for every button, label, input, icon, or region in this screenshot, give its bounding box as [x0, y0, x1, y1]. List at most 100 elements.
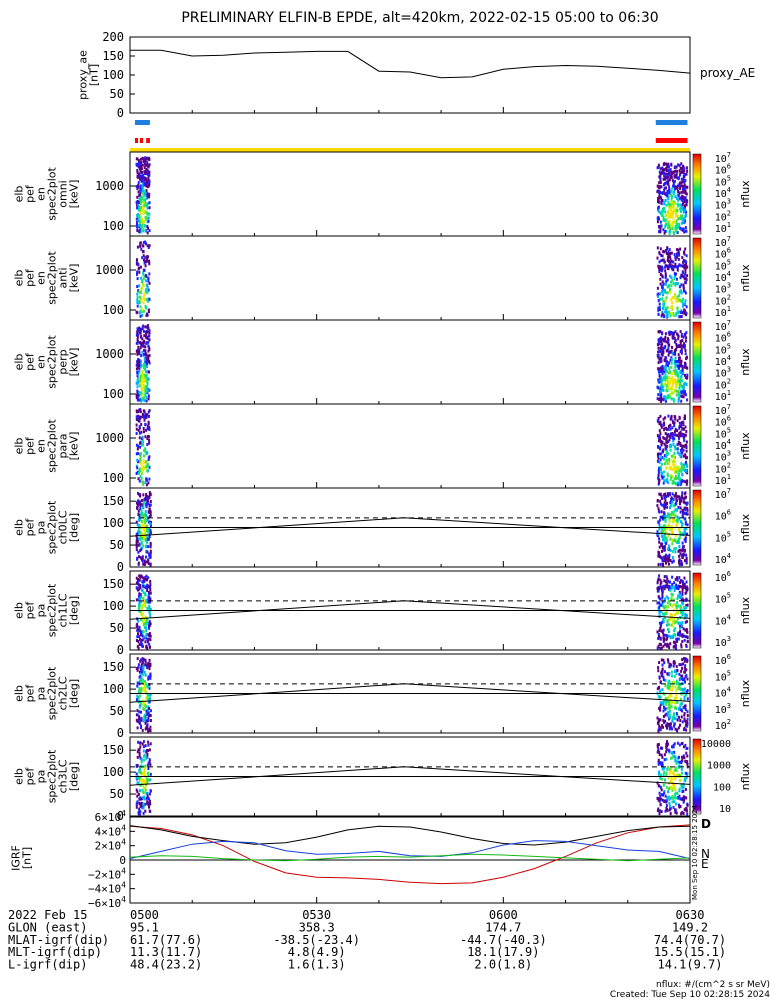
heatmap-cell — [137, 218, 140, 222]
heatmap-cell — [141, 632, 144, 636]
igrf-ytick-label: −2×104 — [88, 866, 126, 881]
pa-ytick-label: 150 — [102, 743, 124, 757]
heatmap-cell — [661, 549, 663, 553]
heatmap-cell — [657, 694, 660, 698]
spec-ytick-label: 1000 — [95, 347, 124, 361]
heatmap-cell — [673, 783, 676, 787]
heatmap-cell — [136, 311, 139, 315]
colorbar-label: nflux — [739, 348, 752, 376]
heatmap-cell — [662, 628, 665, 632]
heatmap-cell — [135, 381, 138, 385]
heatmap-cell — [679, 708, 682, 712]
heatmap-cell — [681, 786, 684, 790]
heatmap-cell — [657, 378, 660, 382]
heatmap-cell — [685, 254, 688, 258]
heatmap-cell — [670, 597, 673, 601]
colorbar-tick-label: 10 — [719, 804, 731, 815]
heatmap-cell — [680, 677, 683, 681]
heatmap-cell — [141, 313, 144, 317]
heatmap-cell — [676, 202, 679, 206]
heatmap-cell — [147, 767, 150, 770]
ephemeris-value: -38.5(-23.4) — [273, 933, 360, 947]
heatmap-cell — [139, 190, 142, 194]
heatmap-cell — [663, 661, 666, 665]
heatmap-cell — [680, 761, 683, 765]
heatmap-cell — [664, 218, 667, 222]
heatmap-cell — [682, 387, 685, 391]
heatmap-cell — [663, 705, 665, 709]
heatmap-cell — [680, 181, 683, 185]
heatmap-cell — [141, 634, 144, 638]
ephemeris-value: -44.7(-40.3) — [460, 933, 547, 947]
heatmap-cell — [667, 555, 670, 559]
heatmap-cell — [675, 482, 678, 486]
heatmap-cell — [682, 500, 685, 504]
heatmap-cell — [141, 219, 144, 223]
ephemeris-row-label: MLAT-igrf(dip) — [8, 933, 109, 947]
heatmap-cell — [663, 503, 666, 507]
heatmap-cell — [674, 187, 676, 191]
heatmap-cell — [143, 786, 146, 790]
heatmap-cell — [664, 249, 667, 252]
heatmap-cell — [142, 341, 145, 345]
heatmap-cell — [682, 210, 685, 214]
heatmap-cell — [680, 645, 683, 649]
spec-ytick-label: 1000 — [95, 431, 124, 445]
heatmap-cell — [684, 620, 687, 624]
heatmap-cell — [148, 606, 151, 610]
heatmap-cell — [670, 176, 673, 180]
heatmap-cell — [149, 553, 152, 557]
heatmap-cell — [686, 640, 689, 644]
heatmap-cell — [669, 812, 672, 816]
heatmap-cell — [138, 748, 141, 752]
heatmap-cell — [666, 725, 669, 729]
heatmap-cell — [682, 448, 685, 452]
heatmap-cell — [147, 165, 150, 169]
heatmap-cell — [140, 452, 143, 456]
heatmap-cell — [666, 472, 669, 476]
ephemeris-row-label: MLT-igrf(dip) — [8, 945, 102, 959]
heatmap-cell — [666, 505, 669, 509]
heatmap-cell — [144, 592, 147, 596]
heatmap-cell — [149, 542, 152, 546]
heatmap-cell — [672, 640, 675, 644]
heatmap-cell — [685, 172, 688, 176]
heatmap-cell — [661, 170, 664, 174]
heatmap-cell — [672, 664, 675, 668]
heatmap-cell — [663, 475, 666, 479]
colorbar-tick-label: 101 — [715, 221, 731, 235]
heatmap-cell — [674, 810, 677, 814]
heatmap-cell — [657, 361, 660, 365]
heatmap-cell — [669, 178, 671, 182]
heatmap-cell — [663, 538, 666, 542]
heatmap-cell — [669, 804, 671, 808]
heatmap-cell — [667, 679, 670, 683]
heatmap-cell — [661, 515, 664, 519]
heatmap-cell — [658, 422, 661, 426]
heatmap-cell — [149, 693, 152, 697]
heatmap-cell — [139, 637, 141, 641]
heatmap-cell — [136, 285, 139, 288]
heatmap-cell — [674, 257, 677, 261]
heatmap-cell — [147, 172, 150, 176]
heatmap-cell — [149, 580, 152, 583]
heatmap-cell — [678, 290, 681, 294]
heatmap-cell — [148, 522, 151, 526]
heatmap-cell — [672, 454, 675, 458]
heatmap-cell — [658, 175, 661, 179]
heatmap-cell — [672, 468, 675, 472]
heatmap-cell — [681, 590, 684, 594]
heatmap-cell — [145, 215, 148, 219]
heatmap-cell — [668, 343, 671, 347]
heatmap-cell — [135, 162, 138, 166]
heatmap-cell — [675, 696, 678, 700]
heatmap-cell — [675, 212, 678, 216]
heatmap-cell — [658, 302, 661, 306]
heatmap-cell — [137, 417, 140, 421]
heatmap-cell — [673, 586, 676, 590]
heatmap-cell — [137, 444, 139, 448]
heatmap-cell — [682, 435, 685, 439]
heatmap-cell — [682, 170, 685, 174]
heatmap-cell — [668, 263, 671, 267]
heatmap-cell — [142, 501, 145, 505]
